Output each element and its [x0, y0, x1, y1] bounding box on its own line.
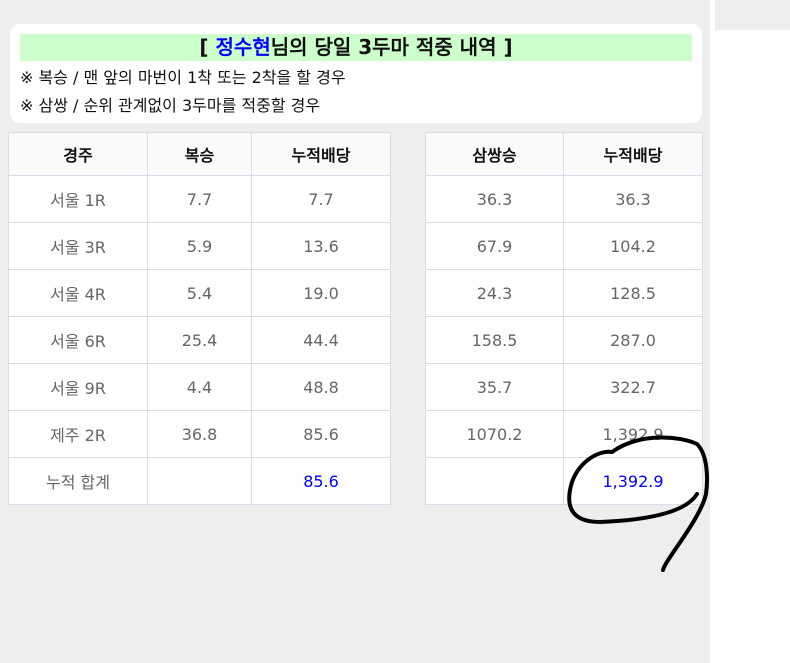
table-cell: 36.3 [563, 175, 703, 223]
table-cell: 서울 1R [8, 175, 148, 223]
table-cell: 5.9 [147, 222, 252, 270]
table-cell: 7.7 [147, 175, 252, 223]
quinella-table: 경주 복승 누적배당 서울 1R 7.7 7.7 서울 3R 5.9 13.6 서울 4R 5.4 1… [8, 132, 391, 505]
table-row: 36.3 36.3 [425, 175, 703, 223]
note-2: ※ 삼쌍 / 순위 관계없이 3두마를 적중할 경우 [20, 96, 321, 115]
table-cell [147, 457, 252, 505]
table-cell: 4.4 [147, 363, 252, 411]
left-header: 경주 [8, 132, 148, 176]
total-row: 누적 합계 85.6 [8, 457, 391, 505]
title-prefix: [ [199, 35, 216, 59]
table-cell: 1,392.9 [563, 410, 703, 458]
table-row: 67.9 104.2 [425, 222, 703, 270]
total-row: 1,392.9 [425, 457, 703, 505]
table-cell: 85.6 [251, 457, 391, 505]
table-cell: 48.8 [251, 363, 391, 411]
table-cell: 44.4 [251, 316, 391, 364]
table-cell: 5.4 [147, 269, 252, 317]
table-row: 158.5 287.0 [425, 316, 703, 364]
table-cell: 서울 4R [8, 269, 148, 317]
title-suffix: 님의 당일 3두마 적중 내역 ] [270, 35, 513, 59]
left-header: 누적배당 [251, 132, 391, 176]
table-row: 24.3 128.5 [425, 269, 703, 317]
table-cell [425, 457, 564, 505]
table-cell: 1070.2 [425, 410, 564, 458]
table-cell: 158.5 [425, 316, 564, 364]
info-card: [ 정수현님의 당일 3두마 적중 내역 ] ※ 복승 / 맨 앞의 마번이 1… [10, 24, 702, 123]
table-row: 서울 1R 7.7 7.7 [8, 175, 391, 223]
user-name: 정수현 [215, 35, 271, 59]
table-row: 서울 4R 5.4 19.0 [8, 269, 391, 317]
table-cell: 322.7 [563, 363, 703, 411]
table-cell: 287.0 [563, 316, 703, 364]
table-cell: 25.4 [147, 316, 252, 364]
right-header: 삼쌍승 [425, 132, 564, 176]
table-row: 서울 6R 25.4 44.4 [8, 316, 391, 364]
table-cell: 서울 9R [8, 363, 148, 411]
table-cell: 1,392.9 [563, 457, 703, 505]
table-cell: 7.7 [251, 175, 391, 223]
left-header: 복승 [147, 132, 252, 176]
note-1: ※ 복승 / 맨 앞의 마번이 1착 또는 2착을 할 경우 [20, 68, 346, 87]
right-header: 누적배당 [563, 132, 703, 176]
table-cell: 누적 합계 [8, 457, 148, 505]
table-cell: 128.5 [563, 269, 703, 317]
side-panel [715, 0, 790, 30]
table-cell: 13.6 [251, 222, 391, 270]
trifecta-table: 삼쌍승 누적배당 36.3 36.3 67.9 104.2 24.3 128.5 158.5 28… [425, 132, 703, 505]
page-title: [ 정수현님의 당일 3두마 적중 내역 ] [20, 34, 692, 61]
table-row: 서울 3R 5.9 13.6 [8, 222, 391, 270]
table-row: 1070.2 1,392.9 [425, 410, 703, 458]
table-cell: 104.2 [563, 222, 703, 270]
table-row: 서울 9R 4.4 48.8 [8, 363, 391, 411]
table-cell: 67.9 [425, 222, 564, 270]
table-cell: 서울 6R [8, 316, 148, 364]
